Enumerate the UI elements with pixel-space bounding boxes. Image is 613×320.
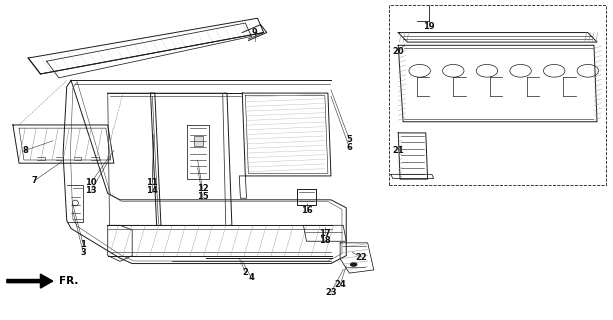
Text: 20: 20 bbox=[392, 47, 404, 56]
Text: 17: 17 bbox=[319, 229, 330, 238]
Polygon shape bbox=[7, 274, 53, 288]
Text: 4: 4 bbox=[248, 273, 254, 282]
Text: 7: 7 bbox=[31, 176, 37, 185]
Text: 18: 18 bbox=[319, 236, 330, 245]
Text: 24: 24 bbox=[334, 280, 346, 289]
Text: 22: 22 bbox=[356, 253, 367, 262]
Text: 8: 8 bbox=[22, 146, 28, 155]
Text: 6: 6 bbox=[346, 143, 352, 152]
Text: 11: 11 bbox=[147, 178, 158, 187]
Text: 1: 1 bbox=[80, 240, 86, 249]
Text: 9: 9 bbox=[252, 28, 257, 37]
Text: 3: 3 bbox=[80, 248, 86, 257]
Text: 19: 19 bbox=[423, 22, 435, 31]
Text: 21: 21 bbox=[392, 146, 404, 155]
Bar bbox=[194, 136, 202, 146]
Text: 15: 15 bbox=[197, 192, 208, 201]
Text: 13: 13 bbox=[85, 186, 97, 195]
Text: 14: 14 bbox=[147, 186, 158, 195]
Text: 23: 23 bbox=[325, 288, 337, 297]
Text: 16: 16 bbox=[300, 206, 313, 215]
Text: 12: 12 bbox=[197, 184, 208, 193]
Text: 2: 2 bbox=[242, 268, 248, 277]
Text: FR.: FR. bbox=[59, 276, 78, 286]
Text: 10: 10 bbox=[85, 178, 97, 187]
Circle shape bbox=[351, 263, 357, 266]
Text: 5: 5 bbox=[346, 135, 352, 144]
